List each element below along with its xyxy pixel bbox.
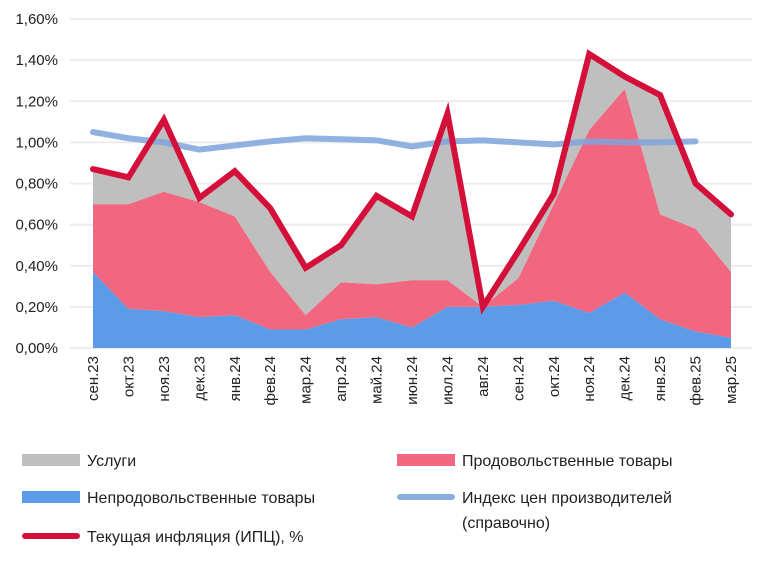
y-tick-label: 1,00% bbox=[15, 134, 58, 151]
x-tick-label: окт.23 bbox=[120, 356, 137, 397]
y-tick-label: 1,60% bbox=[15, 11, 58, 28]
y-tick-label: 0,40% bbox=[15, 258, 58, 275]
legend-label-cpi: Текущая инфляция (ИПЦ), % bbox=[87, 529, 304, 546]
x-tick-label: ноя.23 bbox=[156, 356, 173, 402]
x-tick-label: дек.23 bbox=[191, 356, 208, 401]
x-tick-label: апр.24 bbox=[333, 356, 350, 402]
x-tick-label: дек.24 bbox=[617, 356, 634, 401]
legend-swatch-food bbox=[397, 454, 455, 466]
legend-label-food: Продовольственные товары bbox=[462, 453, 672, 470]
legend-swatch-nonfood bbox=[22, 491, 80, 503]
y-tick-label: 1,20% bbox=[15, 93, 58, 110]
x-tick-label: мар.25 bbox=[723, 356, 740, 404]
y-tick-label: 0,60% bbox=[15, 217, 58, 234]
legend: Услуги Продовольственные товары Непродов… bbox=[22, 453, 672, 546]
x-tick-label: мар.24 bbox=[298, 356, 315, 404]
x-tick-label: янв.25 bbox=[652, 356, 669, 401]
y-tick-label: 0,80% bbox=[15, 176, 58, 193]
x-tick-label: авг.24 bbox=[475, 356, 492, 397]
legend-label-nonfood: Непродовольственные товары bbox=[87, 490, 315, 507]
cpi-line bbox=[90, 49, 734, 315]
stacked-areas bbox=[93, 53, 731, 348]
x-tick-label: май.24 bbox=[369, 356, 386, 404]
y-tick-label: 0,00% bbox=[15, 340, 58, 357]
legend-label-services: Услуги bbox=[87, 453, 136, 470]
y-tick-label: 0,20% bbox=[15, 299, 58, 316]
x-tick-label: июл.24 bbox=[439, 356, 456, 405]
series-lines bbox=[90, 49, 734, 315]
x-tick-label: ноя.24 bbox=[581, 356, 598, 402]
legend-label-ppi-note: (справочно) bbox=[462, 515, 550, 532]
x-tick-label: окт.24 bbox=[546, 356, 563, 397]
area-food bbox=[93, 88, 731, 338]
y-axis: 0,00% 0,20% 0,40% 0,60% 0,80% 1,00% 1,20% 1,40%… bbox=[15, 11, 58, 357]
x-tick-label: сен.23 bbox=[85, 356, 102, 401]
x-tick-label: июн.24 bbox=[404, 356, 421, 405]
x-tick-label: фев.24 bbox=[262, 356, 279, 406]
legend-swatch-services bbox=[22, 454, 80, 466]
x-tick-label: сен.24 bbox=[510, 356, 527, 401]
x-tick-label: фев.25 bbox=[688, 356, 705, 406]
area-nonfood bbox=[93, 271, 731, 348]
ppi-line bbox=[90, 129, 699, 153]
x-axis: сен.23 окт.23 ноя.23 дек.23 янв.24 фев.24 мар.… bbox=[85, 356, 740, 406]
x-tick-label: янв.24 bbox=[227, 356, 244, 401]
y-tick-label: 1,40% bbox=[15, 52, 58, 69]
legend-label-ppi: Индекс цен производителей bbox=[462, 490, 672, 507]
